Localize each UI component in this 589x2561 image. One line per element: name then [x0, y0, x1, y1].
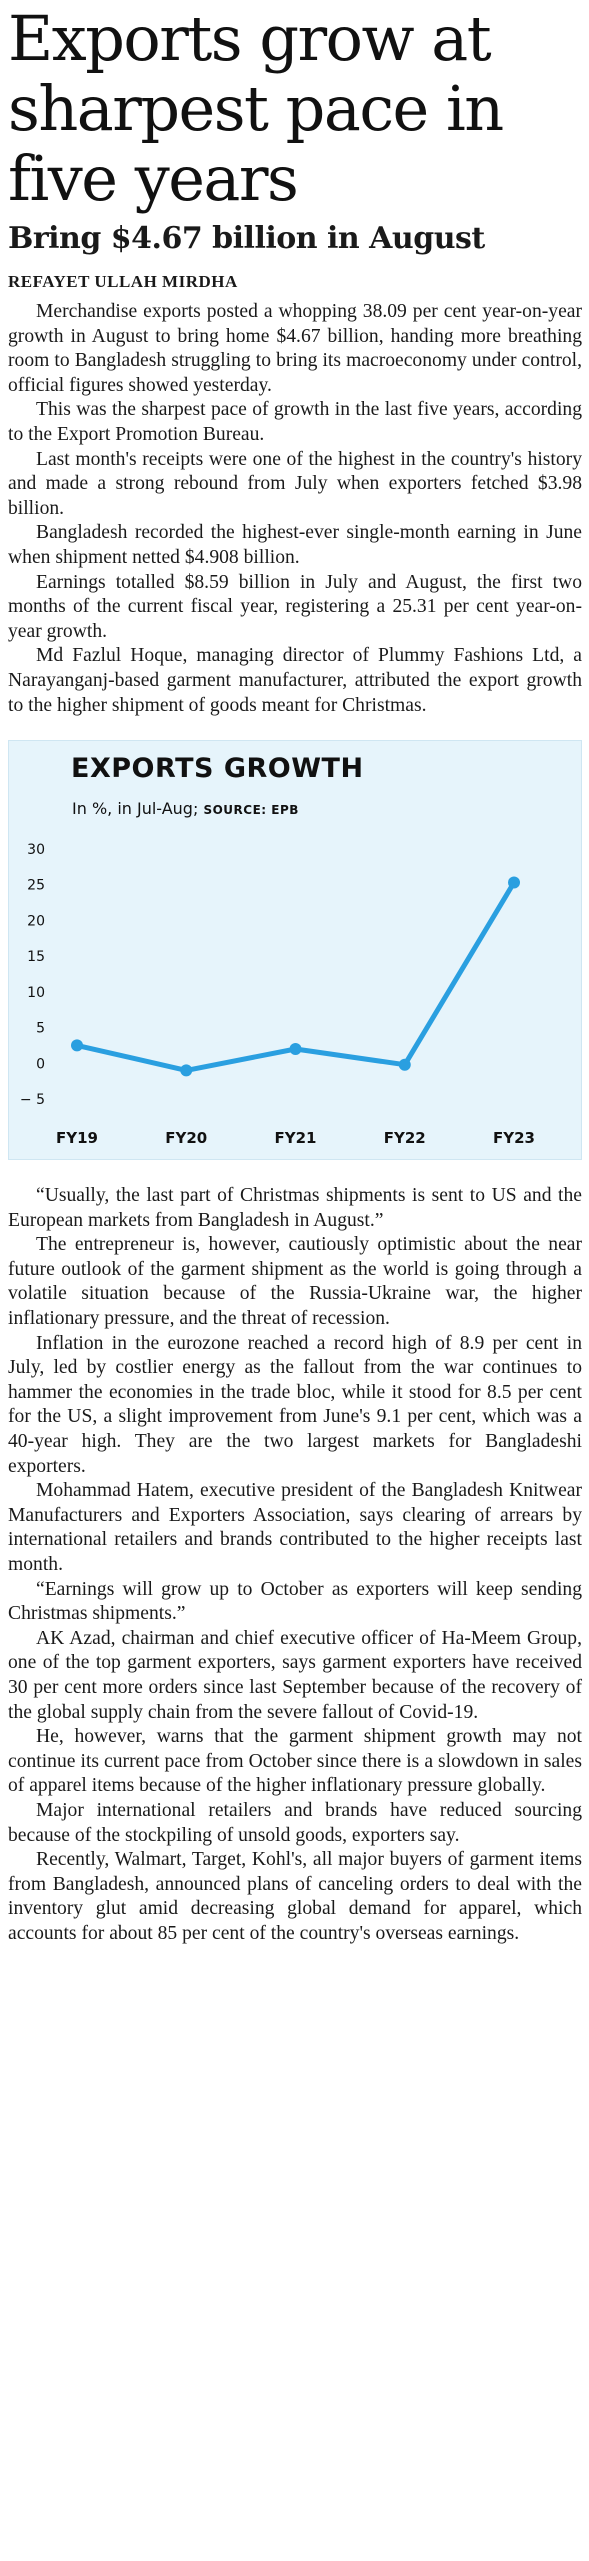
data-point [508, 876, 520, 889]
chart-title: EXPORTS GROWTH [71, 753, 364, 785]
y-tick-label: 30 [27, 842, 45, 858]
article-body-top: Merchandise exports posted a whopping 38… [8, 300, 582, 718]
data-point [180, 1064, 193, 1077]
y-tick-label: 15 [27, 949, 45, 965]
paragraph: Inflation in the eurozone reached a reco… [8, 1332, 582, 1477]
subhead: Bring $4.67 billion in August [8, 221, 485, 256]
chart-canvas: 30 25 20 15 10 5 0 − 5 FY19 FY20 FY21 FY22 FY23 [20, 842, 535, 1147]
byline: REFAYET ULLAH MIRDHA [8, 272, 238, 291]
data-point [398, 1058, 411, 1071]
y-tick-label: 25 [27, 878, 45, 894]
paragraph: “Earnings will grow up to October as exp… [8, 1578, 582, 1625]
paragraph: Earnings totalled $8.59 billion in July … [8, 571, 582, 642]
chart-subtitle: In %, in Jul-Aug; SOURCE: EPB [72, 799, 299, 818]
paragraph: He, however, warns that the garment ship… [8, 1726, 582, 1797]
x-tick-label: FY21 [275, 1129, 317, 1147]
x-axis: FY19 FY20 FY21 FY22 FY23 [56, 1129, 535, 1147]
data-point [71, 1039, 83, 1052]
y-tick-label: 20 [27, 914, 45, 930]
paragraph: “Usually, the last part of Christmas shi… [8, 1185, 582, 1231]
x-tick-label: FY22 [384, 1129, 426, 1147]
paragraph: Major international retailers and brands… [8, 1799, 582, 1846]
x-tick-label: FY20 [165, 1129, 207, 1147]
exports-growth-chart: 30 25 20 15 10 5 0 − 5 FY19 FY20 FY21 FY22 FY23 EXP… [8, 740, 582, 1161]
article: Exports grow at sharpest pace in five ye… [8, 2, 582, 1946]
paragraph: Recently, Walmart, Target, Kohl's, all m… [8, 1849, 582, 1944]
paragraph: The entrepreneur is, however, cautiously… [8, 1234, 582, 1330]
paragraph: Merchandise exports posted a whopping 38… [8, 301, 582, 396]
y-tick-label: 0 [36, 1056, 45, 1072]
y-axis: 30 25 20 15 10 5 0 − 5 [20, 842, 45, 1108]
headline: Exports grow at sharpest pace in five ye… [8, 2, 504, 215]
chart-source: SOURCE: EPB [203, 803, 299, 818]
data-point [289, 1043, 302, 1056]
chart-subtitle-text: In %, in Jul-Aug; [72, 799, 199, 819]
paragraph: Md Fazlul Hoque, managing director of Pl… [8, 645, 582, 716]
x-tick-label: FY23 [493, 1129, 535, 1147]
paragraph: Bangladesh recorded the highest-ever sin… [8, 522, 582, 568]
paragraph: Mohammad Hatem, executive president of t… [8, 1480, 582, 1575]
y-tick-label: − 5 [20, 1092, 45, 1108]
x-tick-label: FY19 [56, 1129, 98, 1147]
paragraph: AK Azad, chairman and chief executive of… [8, 1627, 582, 1723]
article-body-bottom: “Usually, the last part of Christmas shi… [8, 1184, 582, 1946]
paragraph: This was the sharpest pace of growth in … [8, 399, 582, 445]
paragraph: Last month's receipts were one of the hi… [8, 448, 582, 519]
y-tick-label: 10 [27, 985, 45, 1001]
series-line [74, 880, 517, 1073]
y-tick-label: 5 [36, 1021, 45, 1037]
